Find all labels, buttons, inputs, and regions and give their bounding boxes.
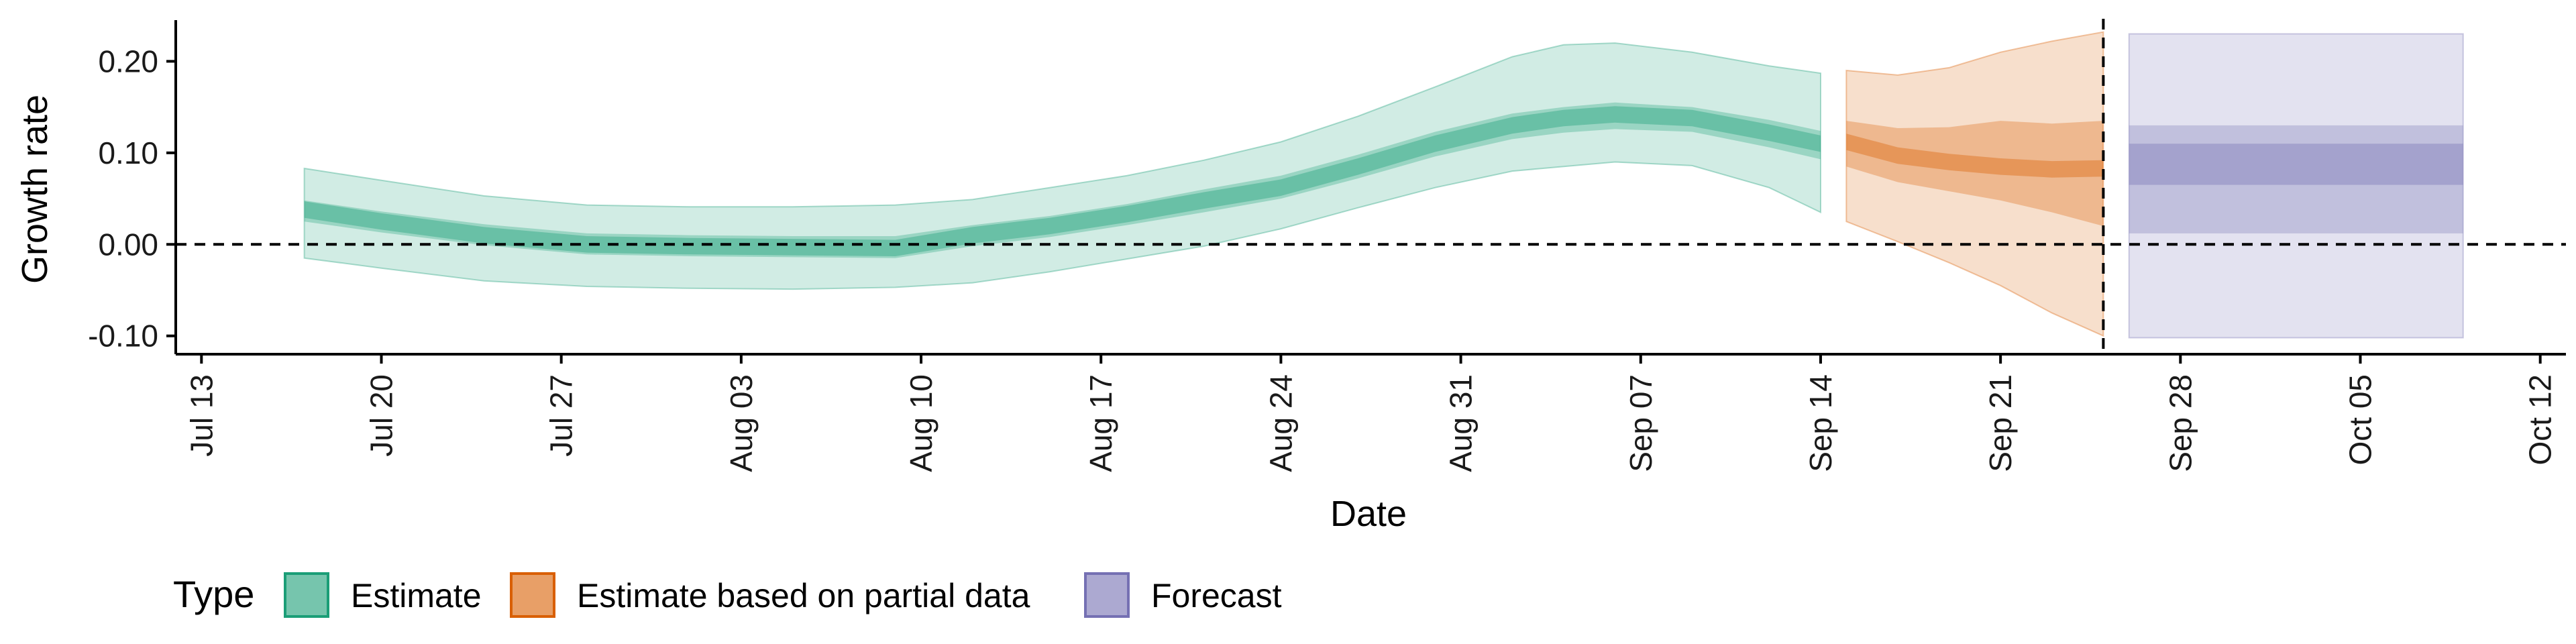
y-tick-label: 0.10 bbox=[98, 136, 158, 170]
legend-label: Forecast bbox=[1151, 577, 1282, 614]
estimate-based-on-partial-data-band-90 bbox=[1845, 31, 2104, 337]
x-tick-label: Aug 24 bbox=[1263, 374, 1298, 472]
y-axis: -0.10 0.00 0.10 0.20 bbox=[88, 20, 177, 354]
x-tick-label: Sep 14 bbox=[1803, 374, 1838, 472]
x-tick-label: Sep 07 bbox=[1623, 374, 1658, 472]
x-tick-label: Jul 20 bbox=[364, 374, 399, 457]
x-tick-label: Aug 31 bbox=[1444, 374, 1479, 472]
x-tick-label: Aug 17 bbox=[1083, 374, 1118, 472]
y-tick-label: -0.10 bbox=[88, 319, 158, 354]
x-tick-label: Sep 28 bbox=[2163, 374, 2198, 472]
x-axis: Jul 13 Jul 20 Jul 27 Aug 03 Aug 10 Aug 17 Aug … bbox=[176, 353, 2566, 472]
legend-entry: Estimate bbox=[284, 572, 482, 618]
plot-bands bbox=[303, 31, 2464, 339]
legend-swatch bbox=[510, 572, 555, 618]
estimate-based-on-partial-data-band-50 bbox=[1846, 121, 2104, 226]
legend-swatch bbox=[1084, 572, 1130, 618]
legend-entry: Forecast bbox=[1084, 572, 1282, 618]
legend-entry: Estimate based on partial data bbox=[510, 572, 1030, 618]
forecast-band-90 bbox=[2128, 33, 2464, 339]
estimate-based-on-partial-data-band-median bbox=[1846, 133, 2104, 178]
x-tick-label: Aug 10 bbox=[904, 374, 938, 472]
y-tick-label: 0.00 bbox=[98, 227, 158, 262]
forecast-band-50 bbox=[2129, 125, 2463, 233]
x-tick-label: Oct 05 bbox=[2343, 374, 2378, 466]
legend: Type Estimate Estimate based on partial da… bbox=[173, 572, 1282, 618]
estimate-band-90 bbox=[303, 42, 1821, 290]
estimate-band-median bbox=[304, 106, 1821, 256]
forecast-band-median bbox=[2129, 144, 2463, 185]
x-tick-label: Aug 03 bbox=[724, 374, 759, 472]
x-tick-label: Jul 13 bbox=[184, 374, 219, 457]
legend-label: Estimate based on partial data bbox=[577, 577, 1030, 614]
legend-title: Type bbox=[173, 573, 254, 615]
y-tick-label: 0.20 bbox=[98, 44, 158, 78]
legend-label: Estimate bbox=[351, 577, 482, 614]
y-axis-title: Growth rate bbox=[15, 95, 55, 284]
legend-swatch bbox=[284, 572, 329, 618]
estimate-band-50 bbox=[304, 102, 1821, 258]
x-tick-label: Oct 12 bbox=[2523, 374, 2558, 466]
x-tick-label: Jul 27 bbox=[544, 374, 579, 457]
x-tick-label: Sep 21 bbox=[1983, 374, 2018, 472]
x-axis-title: Date bbox=[1330, 494, 1407, 534]
